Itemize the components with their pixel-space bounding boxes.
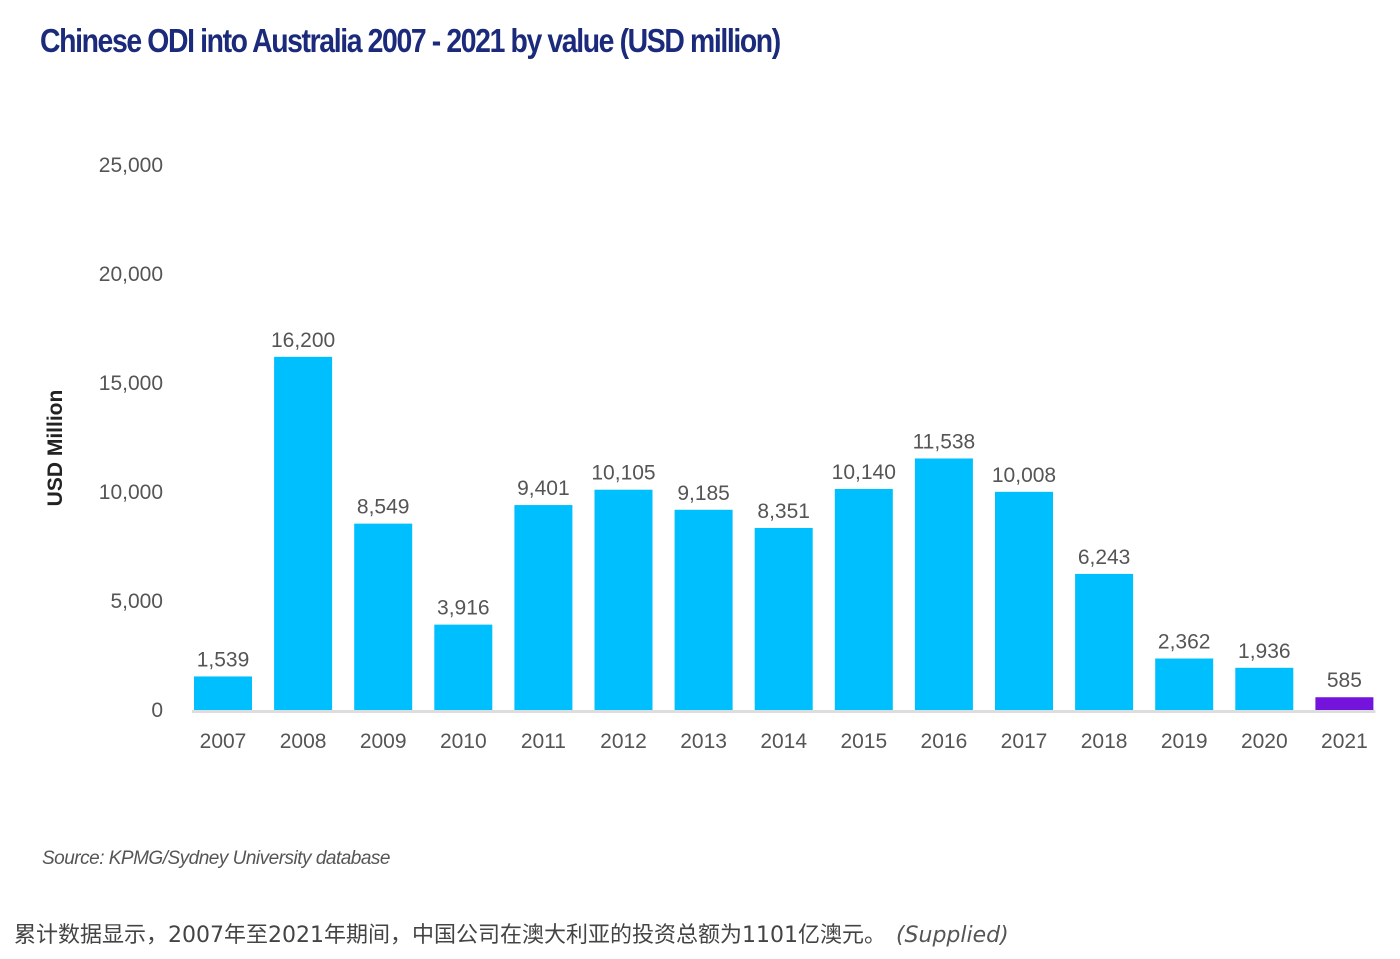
bar-2017	[995, 491, 1053, 710]
y-tick-label: 25,000	[99, 154, 163, 177]
bar-2019	[1155, 658, 1214, 710]
data-labels: 1,539 16,200 8,549 3,916 9,401 10,105 9,185 8,3…	[197, 329, 1362, 692]
caption-text: 累计数据显示，2007年至2021年期间，中国公司在澳大利亚的投资总额为1101…	[14, 923, 886, 948]
caption-credit: (Supplied)	[895, 923, 1009, 948]
x-tick-label: 2007	[200, 730, 247, 753]
bars	[194, 356, 1374, 710]
data-label-2013: 9,185	[677, 482, 730, 505]
data-label-2018: 6,243	[1078, 546, 1131, 569]
bar-2013	[674, 509, 733, 710]
data-label-2009: 8,549	[357, 496, 410, 519]
bar-2020	[1235, 667, 1294, 710]
chart-title: Chinese ODI into Australia 2007 - 2021 b…	[40, 22, 781, 59]
x-tick-label: 2009	[360, 730, 407, 753]
x-tick-label: 2021	[1321, 730, 1368, 753]
y-tick-label: 0	[151, 699, 163, 722]
y-axis-ticks: 0 5,000 10,000 15,000 20,000 25,000	[99, 154, 163, 722]
bar-2021	[1315, 697, 1374, 710]
bar-2018	[1075, 573, 1134, 710]
data-label-2008: 16,200	[271, 329, 335, 352]
bar-2015	[834, 488, 893, 710]
bar-2012	[594, 489, 653, 710]
data-label-2019: 2,362	[1158, 631, 1211, 654]
x-tick-label: 2020	[1241, 730, 1288, 753]
y-tick-label: 15,000	[99, 372, 163, 395]
bar-2007	[194, 676, 252, 710]
x-tick-label: 2012	[600, 730, 647, 753]
data-label-2007: 1,539	[197, 648, 250, 671]
x-tick-label: 2019	[1161, 730, 1208, 753]
data-label-2011: 9,401	[517, 477, 570, 500]
data-label-2014: 8,351	[757, 500, 810, 523]
y-tick-label: 10,000	[99, 481, 163, 504]
x-tick-label: 2018	[1081, 730, 1128, 753]
y-tick-label: 20,000	[99, 263, 163, 286]
data-label-2015: 10,140	[832, 461, 896, 484]
bar-2009	[354, 523, 413, 710]
x-tick-label: 2014	[760, 730, 807, 753]
x-tick-label: 2010	[440, 730, 487, 753]
bar-2014	[754, 527, 813, 710]
bar-2016	[914, 458, 973, 710]
data-label-2012: 10,105	[591, 462, 655, 485]
bar-2008	[274, 356, 333, 710]
bar-2011	[514, 505, 573, 710]
x-tick-label: 2015	[840, 730, 887, 753]
bar-chart: USD Million 0 5,000 10,000 15,000 20,000 25,0…	[44, 154, 1376, 753]
x-axis-ticks: 2007 2008 2009 2010 2011 2012 2013 2014 2015 2016…	[200, 730, 1368, 753]
data-label-2021: 585	[1327, 669, 1362, 692]
bar-2010	[434, 624, 493, 710]
x-tick-label: 2016	[921, 730, 968, 753]
data-label-2016: 11,538	[913, 430, 976, 453]
source-note: Source: KPMG/Sydney University database	[42, 848, 391, 869]
x-tick-label: 2008	[280, 730, 327, 753]
y-tick-label: 5,000	[110, 590, 163, 613]
x-tick-label: 2017	[1001, 730, 1048, 753]
data-label-2020: 1,936	[1238, 640, 1291, 663]
data-label-2010: 3,916	[437, 597, 490, 620]
x-tick-label: 2011	[521, 730, 566, 753]
image-caption: 累计数据显示，2007年至2021年期间，中国公司在澳大利亚的投资总额为1101…	[14, 917, 1009, 949]
y-axis-label: USD Million	[44, 390, 67, 507]
x-tick-label: 2013	[680, 730, 727, 753]
data-label-2017: 10,008	[992, 464, 1056, 487]
